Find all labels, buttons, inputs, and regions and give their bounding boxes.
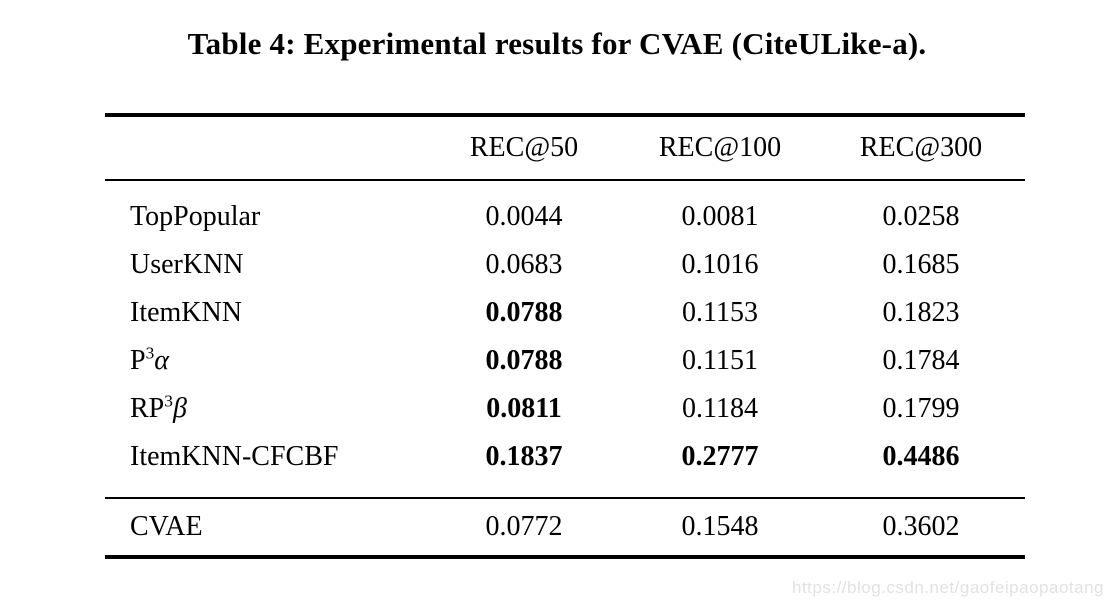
table-row-p3alpha: P3α 0.0788 0.1151 0.1784 (105, 337, 1025, 385)
header-rec50: REC@50 (469, 132, 579, 163)
row-label: P3α (130, 343, 169, 376)
header-empty-cell (105, 115, 425, 180)
metric-value: 0.0788 (485, 297, 563, 328)
header-rec300: REC@300 (859, 132, 983, 163)
results-table: REC@50 REC@100 REC@300 TopPopular 0.0044… (105, 113, 1025, 559)
metric-value: 0.4486 (882, 441, 960, 472)
table-row-rp3beta: RP3β 0.0811 0.1184 0.1799 (105, 385, 1025, 433)
metric-value: 0.0258 (882, 201, 960, 232)
metric-value: 0.1823 (882, 297, 960, 328)
metric-value: 0.0788 (485, 345, 563, 376)
metric-value: 0.0772 (485, 511, 563, 542)
row-label: TopPopular (130, 201, 261, 232)
metric-value: 0.1837 (485, 441, 563, 472)
table-row-itemknn-cfcbf: ItemKNN-CFCBF 0.1837 0.2777 0.4486 (105, 433, 1025, 498)
row-label: UserKNN (130, 249, 244, 280)
metric-value: 0.1784 (882, 345, 960, 376)
table-row-toppopular: TopPopular 0.0044 0.0081 0.0258 (105, 180, 1025, 241)
metric-value: 0.1153 (682, 297, 758, 328)
metric-value: 0.0081 (681, 201, 759, 232)
row-label: RP3β (130, 391, 187, 424)
metric-value: 0.1799 (882, 393, 960, 424)
table-caption: Table 4: Experimental results for CVAE (… (187, 26, 927, 61)
row-label: ItemKNN-CFCBF (130, 441, 339, 472)
header-row: REC@50 REC@100 REC@300 (105, 115, 1025, 180)
metric-value: 0.2777 (681, 441, 759, 472)
metric-value: 0.3602 (882, 511, 960, 542)
metric-value: 0.1685 (882, 249, 960, 280)
metric-value: 0.1548 (681, 511, 759, 542)
table-row-cvae: CVAE 0.0772 0.1548 0.3602 (105, 498, 1025, 557)
metric-value: 0.0811 (486, 393, 562, 424)
metric-value: 0.1151 (682, 345, 758, 376)
table-row-userknn: UserKNN 0.0683 0.1016 0.1685 (105, 241, 1025, 289)
row-label: CVAE (130, 511, 203, 542)
metric-value: 0.0044 (485, 201, 563, 232)
metric-value: 0.1016 (681, 249, 759, 280)
row-label: ItemKNN (130, 297, 242, 328)
table-row-itemknn: ItemKNN 0.0788 0.1153 0.1823 (105, 289, 1025, 337)
metric-value: 0.1184 (682, 393, 758, 424)
header-rec100: REC@100 (658, 132, 782, 163)
metric-value: 0.0683 (485, 249, 563, 280)
watermark: https://blog.csdn.net/gaofeipaopaotang (791, 578, 1104, 597)
